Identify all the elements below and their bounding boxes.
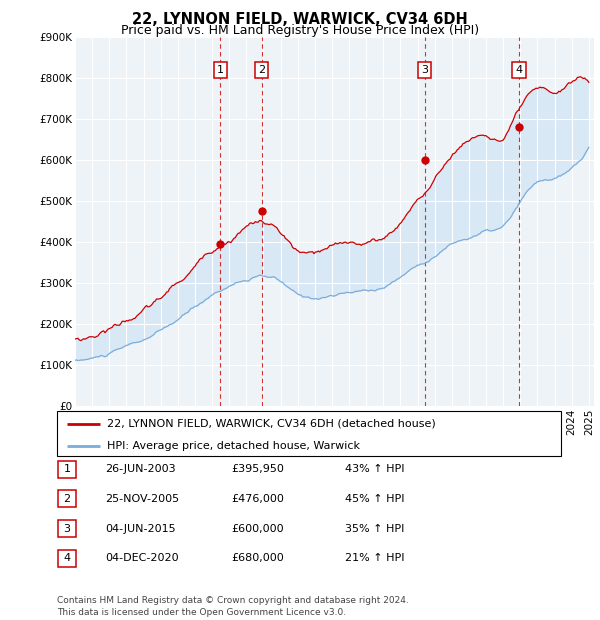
Text: 26-JUN-2003: 26-JUN-2003 [105, 464, 176, 474]
Text: 1: 1 [217, 65, 224, 75]
FancyBboxPatch shape [57, 411, 561, 456]
Text: 22, LYNNON FIELD, WARWICK, CV34 6DH: 22, LYNNON FIELD, WARWICK, CV34 6DH [132, 12, 468, 27]
Text: 3: 3 [64, 524, 70, 534]
Text: £680,000: £680,000 [231, 554, 284, 564]
FancyBboxPatch shape [58, 490, 76, 507]
Text: 43% ↑ HPI: 43% ↑ HPI [345, 464, 404, 474]
Text: 4: 4 [64, 554, 70, 564]
Text: £600,000: £600,000 [231, 524, 284, 534]
Text: Contains HM Land Registry data © Crown copyright and database right 2024.
This d: Contains HM Land Registry data © Crown c… [57, 596, 409, 617]
FancyBboxPatch shape [58, 461, 76, 477]
FancyBboxPatch shape [58, 550, 76, 567]
Text: Price paid vs. HM Land Registry's House Price Index (HPI): Price paid vs. HM Land Registry's House … [121, 24, 479, 37]
Text: 22, LYNNON FIELD, WARWICK, CV34 6DH (detached house): 22, LYNNON FIELD, WARWICK, CV34 6DH (det… [107, 418, 436, 428]
Text: 21% ↑ HPI: 21% ↑ HPI [345, 554, 404, 564]
Text: 2: 2 [64, 494, 70, 504]
Text: 25-NOV-2005: 25-NOV-2005 [105, 494, 179, 504]
Text: 04-JUN-2015: 04-JUN-2015 [105, 524, 176, 534]
Text: 1: 1 [64, 464, 70, 474]
Text: 04-DEC-2020: 04-DEC-2020 [105, 554, 179, 564]
Text: £395,950: £395,950 [231, 464, 284, 474]
FancyBboxPatch shape [58, 520, 76, 537]
Text: HPI: Average price, detached house, Warwick: HPI: Average price, detached house, Warw… [107, 441, 361, 451]
Text: 35% ↑ HPI: 35% ↑ HPI [345, 524, 404, 534]
Text: £476,000: £476,000 [231, 494, 284, 504]
Text: 2: 2 [258, 65, 265, 75]
Text: 3: 3 [421, 65, 428, 75]
Text: 4: 4 [515, 65, 523, 75]
Text: 45% ↑ HPI: 45% ↑ HPI [345, 494, 404, 504]
